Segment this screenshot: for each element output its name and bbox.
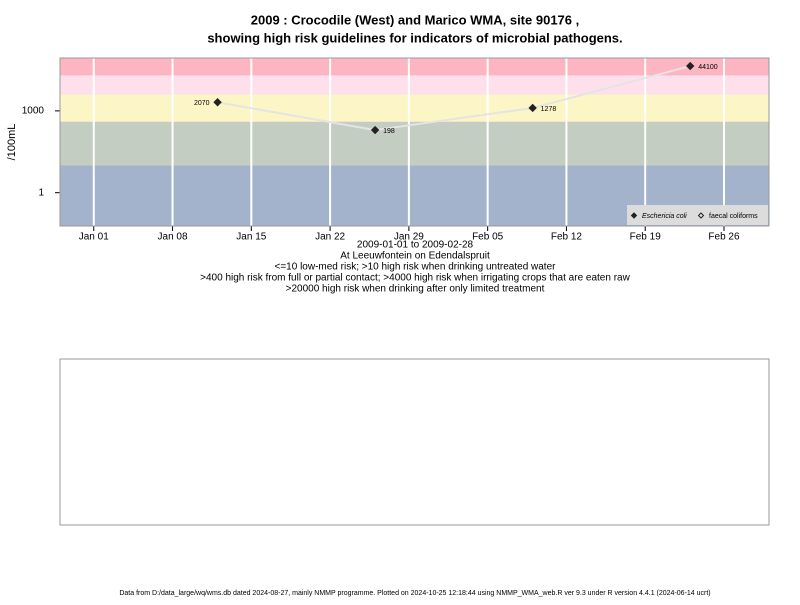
data-point — [686, 61, 695, 71]
data-point — [370, 125, 380, 135]
legend-label: faecal coliforms — [709, 213, 758, 220]
legend-label: Eschericia coli — [642, 213, 687, 220]
x-tick-label: Jan 15 — [236, 232, 266, 243]
data-label: 198 — [383, 128, 395, 135]
x-axis-label: >400 high risk from full or partial cont… — [200, 273, 630, 284]
x-tick-label: Feb 26 — [708, 232, 740, 243]
x-tick-label: Feb 19 — [630, 232, 662, 243]
x-tick-label: Feb 12 — [551, 232, 583, 243]
x-tick-label: Feb 05 — [472, 232, 504, 243]
x-axis-label: 2009-01-01 to 2009-02-28 — [357, 240, 474, 251]
data-label: 1278 — [541, 106, 557, 113]
series-line — [217, 65, 691, 132]
data-label: 44100 — [698, 64, 718, 71]
guideline-band — [60, 75, 769, 95]
x-axis-label: <=10 low-med risk; >10 high risk when dr… — [275, 262, 557, 273]
data-label: 2070 — [194, 100, 210, 107]
data-point — [213, 98, 222, 107]
legend-marker — [697, 212, 705, 219]
data-point — [528, 103, 537, 113]
x-tick-label: Jan 22 — [315, 232, 345, 243]
chart-subtitle: showing high risk guidelines for indicat… — [207, 30, 622, 45]
x-tick-label: Jan 29 — [394, 232, 424, 243]
x-axis-label: >20000 high risk when drinking after onl… — [286, 284, 545, 295]
empty-panel — [59, 358, 770, 526]
legend-marker — [630, 212, 638, 219]
x-tick-label: Jan 08 — [158, 232, 188, 243]
guideline-band — [60, 121, 769, 166]
chart-title: 2009 : Crocodile (West) and Marico WMA, … — [251, 12, 579, 27]
footer: Data from D:/data_large/wq/wms.db dated … — [119, 590, 710, 597]
guideline-band — [60, 94, 769, 122]
y-tick-label: 1 — [38, 187, 44, 198]
x-tick-label: Jan 01 — [79, 232, 109, 243]
y-tick-label: 1000 — [22, 106, 45, 117]
plot-frame — [59, 57, 770, 227]
legend-box — [627, 205, 768, 225]
x-axis-label: At Leeuwfontein on Edendalspruit — [340, 251, 490, 262]
y-axis-label: /100mL — [6, 124, 18, 161]
